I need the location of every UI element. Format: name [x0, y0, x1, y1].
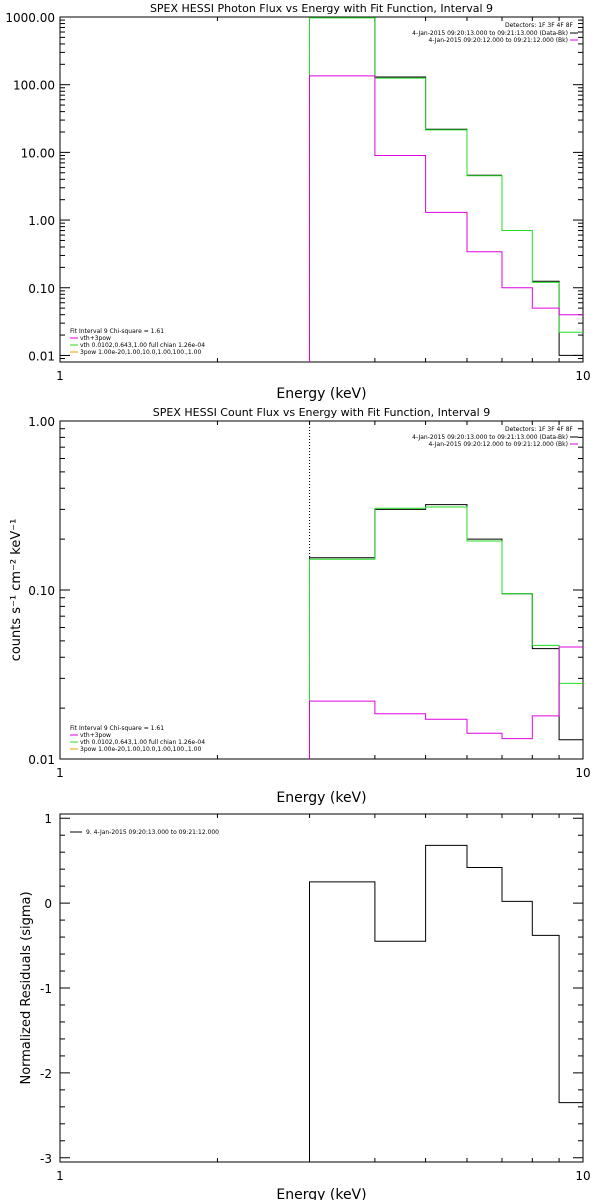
- series-line-black: [309, 844, 583, 1162]
- legend-entry: 4-Jan-2015 09:20:12.000 to 09:21:12.000 …: [428, 37, 568, 44]
- fit-legend-entry: Fit Interval 9 Chi-square = 1.61: [70, 328, 164, 335]
- legend-entry: 4-Jan-2015 09:20:13.000 to 09:21:13.000 …: [412, 30, 568, 37]
- chart-panel-1: SPEX HESSI Photon Flux vs Energy with Fi…: [5, 2, 590, 402]
- y-tick-label: -2: [40, 1067, 52, 1081]
- x-axis-label: Energy (keV): [276, 1187, 366, 1200]
- y-axis-label: Normalized Residuals (sigma): [19, 891, 34, 1084]
- series-line-green: [309, 506, 583, 759]
- y-axis-label: counts s⁻¹ cm⁻² keV⁻¹: [9, 519, 24, 662]
- series-line-green: [309, 17, 583, 362]
- legend-header: Detectors: 1F 3F 4F 8F: [505, 426, 574, 433]
- fit-legend-entry: vth+3pow: [80, 732, 111, 739]
- x-tick-label: 1: [56, 1169, 64, 1183]
- series-line-black: [309, 504, 583, 759]
- fit-legend-entry: 3pow 1.00e-20,1.00,10.0,1.00,100.,1.00: [80, 349, 201, 356]
- series-line-magenta: [309, 646, 583, 759]
- y-tick-label: 1000.00: [5, 11, 55, 25]
- legend-entry: 4-Jan-2015 09:20:12.000 to 09:21:12.000 …: [428, 441, 568, 448]
- y-tick-label: 100.00: [13, 79, 55, 93]
- plot-frame: [59, 16, 584, 363]
- y-tick-label: -1: [40, 982, 52, 996]
- fit-legend-entry: vth 0.0102,0.643,1.00 full chian 1.26e-0…: [80, 342, 205, 349]
- chart-panel-2: SPEX HESSI Count Flux vs Energy with Fit…: [9, 406, 591, 806]
- legend-entry: 9. 4-Jan-2015 09:20:13.000 to 09:21:12.0…: [86, 829, 219, 836]
- y-tick-label: -3: [40, 1152, 52, 1166]
- fit-legend-entry: vth 0.0102,0.643,1.00 full chian 1.26e-0…: [80, 739, 205, 746]
- fit-legend-entry: vth+3pow: [80, 335, 111, 342]
- x-tick-label: 1: [56, 369, 64, 383]
- fit-legend-entry: Fit Interval 9 Chi-square = 1.61: [70, 725, 164, 732]
- x-tick-label: 10: [575, 369, 590, 383]
- plot-frame: [59, 813, 584, 1163]
- chart-title: SPEX HESSI Count Flux vs Energy with Fit…: [153, 406, 490, 419]
- series-line-magenta: [309, 75, 583, 362]
- y-tick-label: 10.00: [21, 146, 55, 160]
- plot-frame: [59, 420, 584, 760]
- y-tick-label: 0: [44, 897, 52, 911]
- x-tick-label: 10: [575, 766, 590, 780]
- y-tick-label: 0.01: [28, 753, 55, 767]
- x-tick-label: 10: [575, 1169, 590, 1183]
- x-axis-label: Energy (keV): [276, 386, 366, 402]
- x-tick-label: 1: [56, 766, 64, 780]
- series-line-black: [309, 16, 583, 362]
- legend-header: Detectors: 1F 3F 4F 8F: [505, 22, 574, 29]
- y-tick-label: 0.10: [28, 584, 55, 598]
- legend-entry: 4-Jan-2015 09:20:13.000 to 09:21:13.000 …: [412, 434, 568, 441]
- chart-title: SPEX HESSI Photon Flux vs Energy with Fi…: [150, 2, 493, 15]
- y-tick-label: 1.00: [28, 214, 55, 228]
- y-tick-label: 0.10: [28, 282, 55, 296]
- y-tick-label: 1: [44, 812, 52, 826]
- y-tick-label: 1.00: [28, 415, 55, 429]
- y-tick-label: 0.01: [28, 349, 55, 363]
- fit-legend-entry: 3pow 1.00e-20,1.00,10.0,1.00,100.,1.00: [80, 746, 201, 753]
- x-axis-label: Energy (keV): [276, 790, 366, 806]
